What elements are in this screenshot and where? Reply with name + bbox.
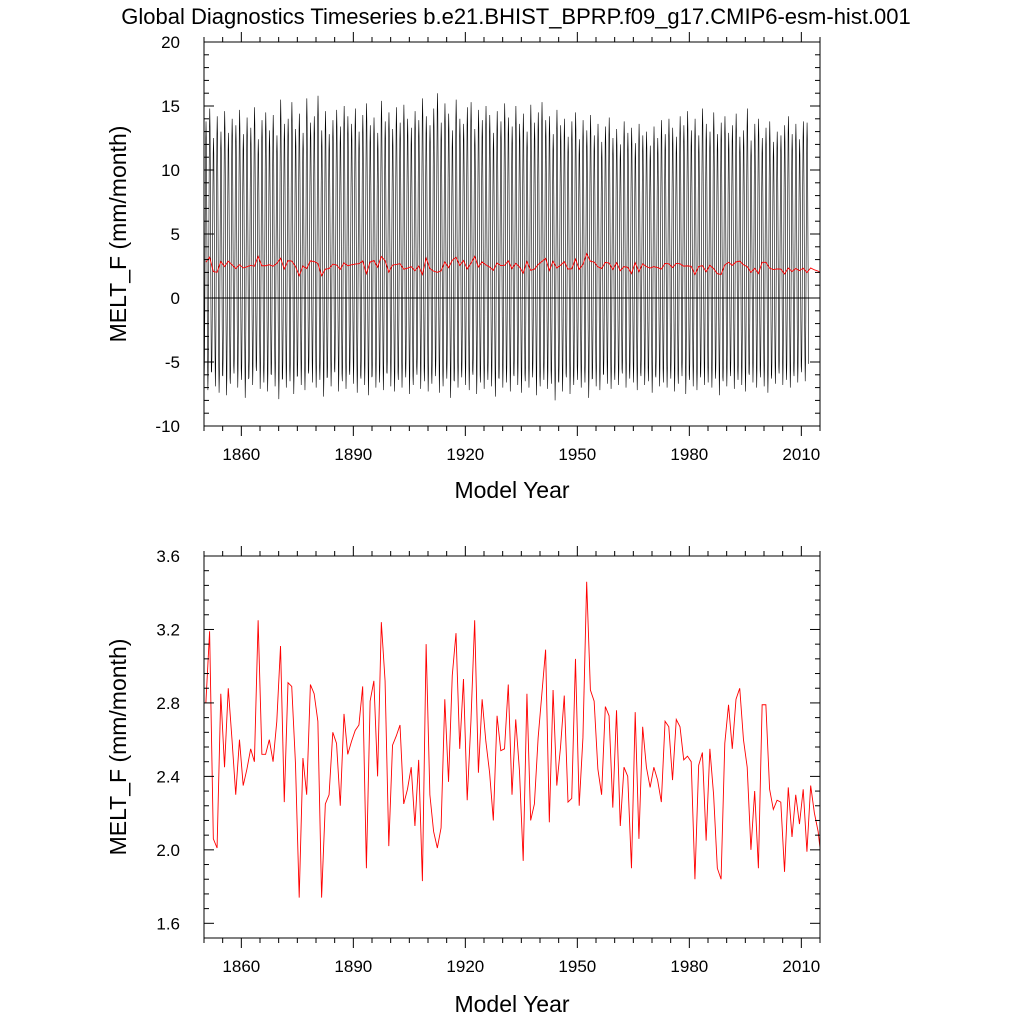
top-axis-ticks: 1860 1890 1920 1950 1980 2010 -10 -5 0 5 10 15 20 [155, 32, 821, 464]
x-tick-label: 1890 [334, 445, 372, 464]
top-x-axis-label: Model Year [454, 477, 569, 503]
x-tick-label: 1980 [670, 445, 708, 464]
bottom-panel: 1860 1890 1920 1950 1980 2010 1.6 2.0 2.4 2.8 3.2 3… [105, 546, 821, 1017]
top-panel-data [204, 93, 820, 401]
bottom-x-axis-label: Model Year [454, 991, 569, 1017]
y-tick-label: 15 [161, 97, 180, 116]
top-panel: 1860 1890 1920 1950 1980 2010 -10 -5 0 5 10 15 20 ME… [105, 32, 821, 503]
x-tick-label: 1920 [446, 445, 484, 464]
series-line-annual-mean [205, 252, 820, 277]
y-tick-label: 1.6 [156, 914, 180, 933]
y-tick-label: -10 [155, 417, 180, 436]
y-tick-label: 3.2 [156, 620, 180, 639]
y-tick-label: 20 [161, 33, 180, 52]
x-tick-label: 1980 [670, 957, 708, 976]
x-tick-label: 2010 [782, 445, 820, 464]
top-y-axis-label: MELT_F (mm/month) [105, 126, 131, 343]
x-tick-label: 1950 [558, 445, 596, 464]
x-tick-label: 1920 [446, 957, 484, 976]
bottom-panel-data [205, 581, 820, 898]
series-line-annual [205, 581, 820, 898]
y-tick-label: 0 [171, 289, 180, 308]
y-tick-label: 2.8 [156, 694, 180, 713]
y-tick-label: 10 [161, 161, 180, 180]
x-tick-label: 1860 [222, 957, 260, 976]
figure-title: Global Diagnostics Timeseries b.e21.BHIS… [121, 4, 911, 29]
x-tick-label: 1950 [558, 957, 596, 976]
series-line-monthly [204, 93, 809, 401]
x-tick-label: 1860 [222, 445, 260, 464]
bottom-y-axis-label: MELT_F (mm/month) [105, 639, 131, 856]
y-tick-label: -5 [165, 353, 180, 372]
y-tick-label: 2.4 [156, 767, 180, 786]
y-tick-label: 3.6 [156, 547, 180, 566]
x-tick-label: 2010 [782, 957, 820, 976]
bottom-plot-frame [203, 555, 821, 939]
x-tick-label: 1890 [334, 957, 372, 976]
bottom-axis-ticks: 1860 1890 1920 1950 1980 2010 1.6 2.0 2.4 2.8 3.2 3… [156, 546, 821, 976]
y-tick-label: 2.0 [156, 841, 180, 860]
y-tick-label: 5 [171, 225, 180, 244]
